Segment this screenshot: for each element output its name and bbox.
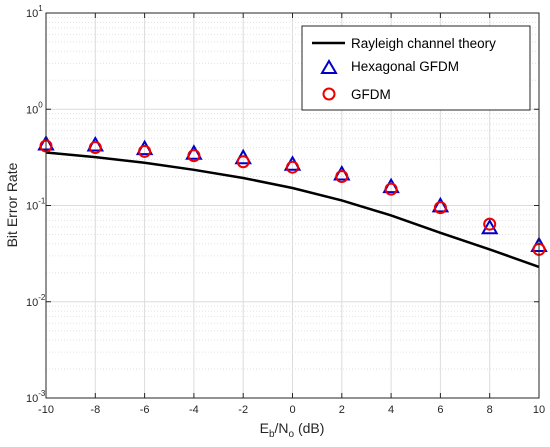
x-tick-label: 0	[289, 404, 295, 416]
x-tick-label: -2	[238, 404, 248, 416]
x-axis-label-sub-b: b	[269, 429, 275, 440]
y-tick-label-exponent: 0	[38, 100, 43, 109]
y-tick-label: 10-3	[26, 389, 46, 405]
y-tick-label-base: 10	[26, 201, 38, 213]
legend-label-hexagonal-gfdm: Hexagonal GFDM	[351, 59, 459, 74]
x-tick-label: 4	[388, 404, 394, 416]
legend-circle-marker	[322, 87, 336, 101]
y-tick-label: 100	[26, 100, 43, 116]
x-axis-label: Eb/No (dB)	[260, 420, 325, 440]
gfdm-point	[138, 144, 152, 158]
gfdm-point	[88, 141, 102, 155]
gfdm-point	[187, 149, 201, 163]
legend: Rayleigh channel theory Hexagonal GFDM G…	[301, 25, 531, 111]
y-tick-label-base: 10	[26, 297, 38, 309]
legend-triangle-marker	[320, 59, 338, 74]
x-tick-label: 8	[487, 404, 493, 416]
y-tick-label-exponent: -1	[38, 197, 46, 206]
y-axis-label: Bit Error Rate	[4, 162, 20, 247]
x-tick-label: 6	[437, 404, 443, 416]
x-axis-label-mid: /N	[275, 420, 289, 436]
y-tick-label-exponent: -3	[38, 389, 46, 398]
x-tick-label: -4	[189, 404, 199, 416]
y-tick-label: 10-2	[26, 293, 46, 309]
series-line-rayleigh	[45, 151, 540, 269]
y-tick-label-base: 10	[26, 104, 38, 116]
x-tick-label: -10	[38, 404, 54, 416]
gfdm-point	[384, 182, 398, 196]
y-tick-label: 10-1	[26, 197, 46, 213]
x-axis-label-tail: (dB)	[294, 420, 324, 436]
x-tick-label: -6	[140, 404, 150, 416]
gfdm-point	[286, 160, 299, 174]
gfdm-point	[483, 217, 497, 231]
x-tick-label: -8	[90, 404, 100, 416]
x-tick-label: 2	[339, 404, 345, 416]
legend-label-rayleigh: Rayleigh channel theory	[351, 36, 496, 51]
y-tick-label-exponent: 1	[38, 4, 43, 13]
x-axis-label-main: E	[260, 420, 269, 436]
gfdm-point	[335, 170, 349, 184]
gfdm-point	[433, 201, 447, 215]
y-tick-label: 101	[26, 4, 43, 20]
y-tick-label-exponent: -2	[38, 293, 46, 302]
series-layer	[37, 134, 548, 269]
legend-box	[301, 25, 531, 111]
legend-label-gfdm: GFDM	[351, 87, 391, 102]
hexagonal-gfdm-point	[431, 196, 450, 213]
gfdm-point	[236, 155, 250, 169]
y-tick-label-base: 10	[26, 393, 38, 405]
y-tick-label-base: 10	[26, 8, 38, 20]
x-tick-label: 10	[533, 404, 545, 416]
x-axis-label-sub-o: o	[289, 429, 295, 440]
